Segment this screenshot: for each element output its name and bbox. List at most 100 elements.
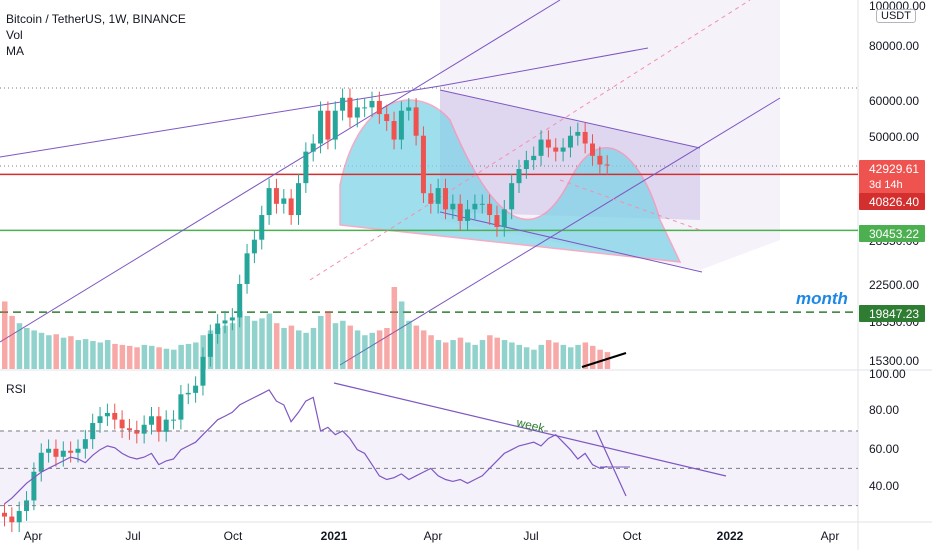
candle — [90, 423, 96, 440]
price-badge-value: 19847.23 — [869, 307, 919, 321]
candle — [97, 416, 103, 424]
price-badge — [859, 305, 925, 322]
price-tick-label: 60000.00 — [869, 94, 919, 108]
candle — [171, 419, 177, 421]
volume-trendline — [581, 352, 627, 368]
volume-bar — [479, 340, 486, 369]
trendline-extension — [439, 47, 649, 87]
currency-badge[interactable]: USDT — [876, 9, 916, 23]
volume-bar — [288, 325, 295, 369]
trendline-long — [0, 85, 441, 158]
volume-bar — [119, 344, 126, 369]
candle — [369, 100, 375, 108]
candle — [2, 512, 7, 517]
volume-bar — [376, 330, 383, 369]
candle — [560, 147, 566, 152]
volume-bar — [604, 352, 611, 369]
candle — [318, 110, 324, 144]
price-tick-label: 22500.00 — [869, 278, 919, 292]
candle — [428, 193, 434, 204]
rsi-breakdown-line — [595, 429, 627, 497]
volume-bar — [369, 332, 375, 369]
volume-bar — [531, 349, 537, 369]
candle — [597, 155, 603, 165]
candle — [340, 97, 346, 111]
candle — [134, 430, 140, 434]
volume-bar — [215, 328, 221, 369]
time-tick-label: Oct — [224, 529, 243, 543]
price-tick-label: 80000.00 — [869, 39, 919, 53]
vol-indicator-label[interactable]: Vol — [6, 28, 23, 42]
candle — [119, 419, 125, 429]
volume-bar — [384, 328, 390, 369]
volume-bar — [251, 320, 258, 369]
candle — [516, 169, 522, 184]
rsi-label[interactable]: RSI — [6, 382, 27, 396]
candle — [163, 419, 169, 432]
time-tick-label: Apr — [821, 529, 840, 543]
volume-bar — [46, 335, 52, 369]
volume-bar — [545, 340, 552, 369]
candle — [82, 439, 88, 449]
volume-bar — [171, 349, 177, 369]
volume-bar — [391, 287, 398, 369]
volume-bar — [266, 313, 273, 369]
volume-bar — [413, 325, 420, 369]
volume-bar — [163, 348, 170, 369]
candle — [53, 448, 59, 457]
price-badge-countdown: 3d 14h — [869, 179, 903, 191]
volume-bar — [193, 342, 199, 369]
volume-bar — [354, 330, 361, 369]
candle — [178, 394, 184, 420]
candle — [406, 107, 412, 111]
rsi-tick-label: 60.00 — [869, 442, 899, 456]
candle — [273, 188, 279, 204]
candle — [149, 416, 154, 425]
candle — [281, 198, 287, 204]
candle — [509, 183, 515, 210]
candle — [251, 239, 257, 254]
candle — [141, 424, 147, 434]
month-annotation: month — [796, 289, 848, 308]
candle — [391, 121, 397, 140]
volume-bar — [126, 345, 133, 369]
candle — [384, 114, 390, 122]
candle — [376, 100, 382, 115]
candle — [200, 356, 206, 386]
volume-bar — [90, 341, 96, 369]
candle — [347, 97, 353, 118]
volume-bar — [340, 320, 346, 369]
volume-bar — [332, 323, 339, 369]
rsi-tick-label: 80.00 — [869, 403, 899, 417]
volume-bar — [97, 342, 104, 369]
candle — [266, 188, 272, 216]
candle — [435, 188, 441, 204]
volume-bar — [134, 347, 140, 369]
volume-bar — [75, 340, 81, 369]
candle — [185, 392, 191, 395]
volume-bar — [229, 323, 236, 369]
price-badge — [859, 225, 925, 242]
volume-bar — [273, 323, 280, 369]
volume-bar — [237, 311, 243, 369]
volume-bar — [68, 336, 74, 369]
volume-bar — [325, 311, 331, 369]
candle — [545, 139, 551, 148]
volume-bar — [450, 340, 456, 369]
volume-bar — [501, 340, 508, 369]
candle — [479, 203, 485, 205]
candle — [126, 428, 132, 431]
ma-indicator-label[interactable]: MA — [6, 44, 24, 58]
candle — [259, 215, 265, 240]
volume-bar — [428, 335, 434, 369]
candle — [465, 209, 471, 221]
volume-bar — [347, 325, 353, 369]
volume-bar — [420, 330, 427, 369]
candle — [68, 450, 74, 453]
candle — [16, 511, 22, 523]
candle — [538, 139, 544, 156]
candle — [229, 317, 235, 321]
volume-bar — [509, 342, 515, 369]
candle — [604, 164, 610, 166]
